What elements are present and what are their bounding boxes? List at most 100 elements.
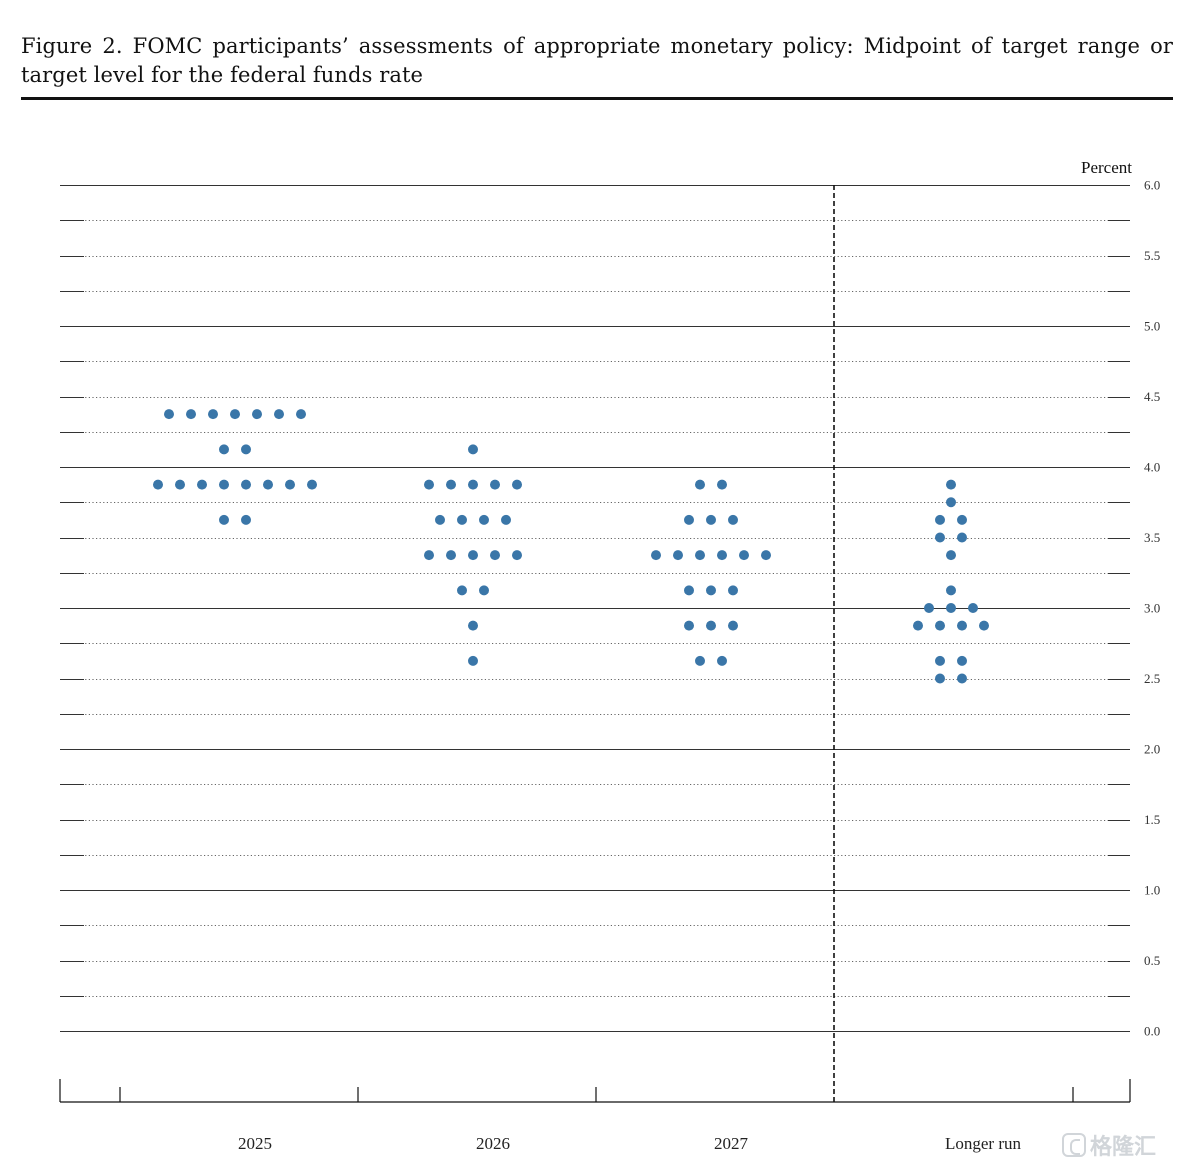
dot-point bbox=[728, 620, 738, 631]
dot-point bbox=[512, 479, 522, 490]
dot-point bbox=[285, 479, 295, 490]
x-category-label: Longer run bbox=[945, 1134, 1022, 1153]
y-tick-label: 4.0 bbox=[1144, 460, 1160, 475]
gelonghui-logo-icon bbox=[1062, 1133, 1086, 1157]
dot-point bbox=[673, 550, 683, 561]
dot-point bbox=[684, 620, 694, 631]
dot-point bbox=[935, 655, 945, 666]
dot-point bbox=[957, 532, 967, 543]
dot-point bbox=[946, 479, 956, 490]
dot-point bbox=[651, 550, 661, 561]
dot-point bbox=[717, 479, 727, 490]
dot-point bbox=[761, 550, 771, 561]
dot-point bbox=[435, 514, 445, 525]
dot-point bbox=[728, 585, 738, 596]
x-category-label: 2025 bbox=[238, 1134, 272, 1153]
dot-point bbox=[695, 550, 705, 561]
dot-point bbox=[935, 532, 945, 543]
dot-point bbox=[307, 479, 317, 490]
dot-point bbox=[424, 550, 434, 561]
y-tick-label: 2.5 bbox=[1144, 671, 1160, 686]
dot-point bbox=[241, 514, 251, 525]
dot-point bbox=[924, 603, 934, 613]
dot-point bbox=[957, 620, 967, 631]
watermark-text: 格隆汇 bbox=[1090, 1135, 1157, 1160]
dot-point bbox=[197, 479, 207, 490]
dot-point bbox=[446, 479, 456, 490]
dot-point bbox=[296, 409, 306, 420]
dot-point bbox=[957, 514, 967, 525]
dot-point bbox=[424, 479, 434, 490]
dot-point bbox=[490, 550, 500, 561]
dot-point bbox=[446, 550, 456, 561]
x-category-label: 2026 bbox=[476, 1134, 510, 1153]
dot-point bbox=[979, 620, 989, 631]
y-tick-label: 5.5 bbox=[1144, 248, 1160, 263]
dot-point bbox=[468, 479, 478, 490]
title-rule bbox=[21, 97, 1173, 100]
y-tick-label: 2.0 bbox=[1144, 742, 1160, 757]
dot-point bbox=[219, 479, 229, 490]
dot-point bbox=[684, 585, 694, 596]
dot-point bbox=[512, 550, 522, 561]
y-tick-label: 3.0 bbox=[1144, 601, 1160, 616]
figure-title: Figure 2. FOMC participants’ assessments… bbox=[21, 34, 1173, 87]
dot-point bbox=[695, 479, 705, 490]
y-axis-unit-label: Percent bbox=[1081, 158, 1132, 177]
dot-point bbox=[957, 655, 967, 666]
dot-point bbox=[728, 514, 738, 525]
dot-point bbox=[252, 409, 262, 420]
y-tick-label: 6.0 bbox=[1144, 178, 1160, 193]
dot-point bbox=[935, 620, 945, 631]
dot-point bbox=[468, 550, 478, 561]
dot-point bbox=[490, 479, 500, 490]
y-tick-label: 0.0 bbox=[1144, 1024, 1160, 1039]
dot-point bbox=[208, 409, 218, 420]
dot-point bbox=[946, 550, 956, 561]
dot-point bbox=[946, 603, 956, 613]
dot-point bbox=[479, 585, 489, 596]
dot-point bbox=[946, 585, 956, 596]
y-tick-label: 4.5 bbox=[1144, 389, 1160, 404]
dot-point bbox=[219, 514, 229, 525]
dot-point bbox=[219, 444, 229, 455]
dot-point bbox=[457, 585, 467, 596]
dot-point bbox=[706, 620, 716, 631]
dot-point bbox=[957, 673, 967, 684]
dot-point bbox=[935, 673, 945, 684]
dot-point bbox=[164, 409, 174, 420]
dot-point bbox=[739, 550, 749, 561]
dot-point bbox=[241, 444, 251, 455]
dot-point bbox=[479, 514, 489, 525]
y-tick-label: 5.0 bbox=[1144, 319, 1160, 334]
dot-point bbox=[241, 479, 251, 490]
y-tick-label: 3.5 bbox=[1144, 530, 1160, 545]
dot-point bbox=[501, 514, 511, 525]
dot-point bbox=[706, 585, 716, 596]
dot-point bbox=[153, 479, 163, 490]
watermark: 格隆汇 bbox=[1062, 1128, 1180, 1162]
x-category-label: 2027 bbox=[714, 1134, 749, 1153]
dot-point bbox=[186, 409, 196, 420]
dot-point bbox=[695, 655, 705, 666]
y-tick-label: 1.5 bbox=[1144, 812, 1160, 827]
dot-point bbox=[706, 514, 716, 525]
dot-point bbox=[684, 514, 694, 525]
dot-point bbox=[717, 550, 727, 561]
dot-point bbox=[968, 603, 978, 613]
y-tick-label: 1.0 bbox=[1144, 883, 1160, 898]
dot-point bbox=[457, 514, 467, 525]
dot-point bbox=[913, 620, 923, 631]
dot-point bbox=[263, 479, 273, 490]
y-tick-label: 0.5 bbox=[1144, 953, 1160, 968]
dot-point bbox=[935, 514, 945, 525]
dot-point bbox=[175, 479, 185, 490]
dot-point bbox=[717, 655, 727, 666]
dot-point bbox=[274, 409, 284, 420]
dot-point bbox=[468, 444, 478, 455]
dot-point bbox=[468, 655, 478, 666]
dot-point bbox=[230, 409, 240, 420]
dot-point bbox=[946, 497, 956, 508]
dot-point bbox=[468, 620, 478, 631]
